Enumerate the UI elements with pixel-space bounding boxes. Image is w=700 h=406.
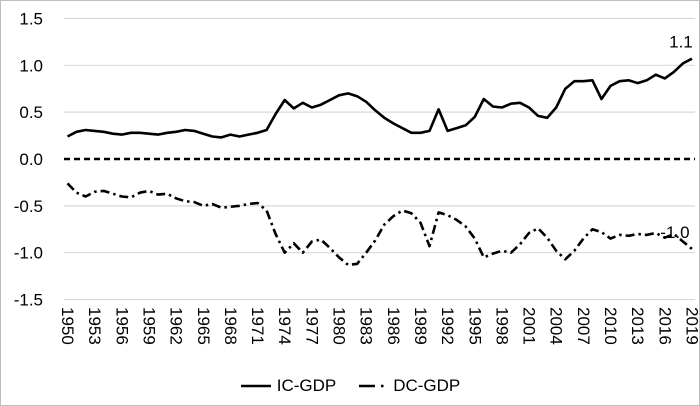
x-axis-tick-label: 1956 [112, 307, 131, 345]
x-axis-tick-label: 1965 [194, 307, 213, 345]
legend: IC-GDP DC-GDP [1, 370, 699, 402]
legend-item-dc-gdp: DC-GDP [358, 376, 460, 396]
x-axis-tick-label: 1989 [411, 307, 430, 345]
ic-gdp-line [66, 57, 693, 139]
x-axis-tick-label: 2010 [601, 307, 620, 345]
x-axis-tick-label: 1962 [167, 307, 186, 345]
y-axis-tick-label: 1.0 [19, 56, 43, 75]
solid-line-icon [240, 382, 272, 390]
y-axis-tick-label: 0.0 [19, 150, 43, 169]
x-axis-tick-label: 1971 [248, 307, 267, 345]
ic-gdp-end-label: 1.1 [669, 33, 693, 52]
x-axis-tick-label: 2013 [628, 307, 647, 345]
x-axis-tick-label: 2007 [574, 307, 593, 345]
x-axis-tick-label: 1983 [357, 307, 376, 345]
x-axis-tick-label: 1977 [302, 307, 321, 345]
x-axis-tick-label: 1980 [330, 307, 349, 345]
dash-dot-line-icon [358, 382, 388, 390]
x-axis-tick-label: 1950 [58, 307, 77, 345]
x-axis-tick-label: 1995 [465, 307, 484, 345]
legend-label-ic-gdp: IC-GDP [276, 376, 337, 395]
y-axis-tick-label: -1.0 [14, 244, 43, 263]
x-axis-tick-label: 2004 [547, 307, 566, 345]
x-axis-tick-label: 1986 [384, 307, 403, 345]
x-axis-tick-label: 1953 [85, 307, 104, 345]
y-axis-tick-label: -1.5 [14, 291, 43, 310]
legend-label-dc-gdp: DC-GDP [393, 376, 461, 395]
x-axis-tick-label: 2019 [682, 307, 700, 345]
x-axis-tick-label: 1968 [221, 307, 240, 345]
x-axis-tick-label: 1992 [438, 307, 457, 345]
x-axis-tick-label: 1998 [492, 307, 511, 345]
x-axis-tick-label: 2001 [520, 307, 539, 345]
x-axis-tick-label: 2016 [655, 307, 674, 345]
y-axis-tick-label: 1.5 [19, 9, 43, 28]
x-axis-tick-label: 1959 [139, 307, 158, 345]
y-axis-tick-label: 0.5 [19, 103, 43, 122]
legend-item-ic-gdp: IC-GDP [240, 376, 337, 396]
y-axis-tick-label: -0.5 [14, 197, 43, 216]
dc-gdp-end-label: -1.0 [660, 223, 689, 242]
x-axis-tick-label: 1974 [275, 307, 294, 345]
dc-gdp-line [66, 182, 693, 267]
